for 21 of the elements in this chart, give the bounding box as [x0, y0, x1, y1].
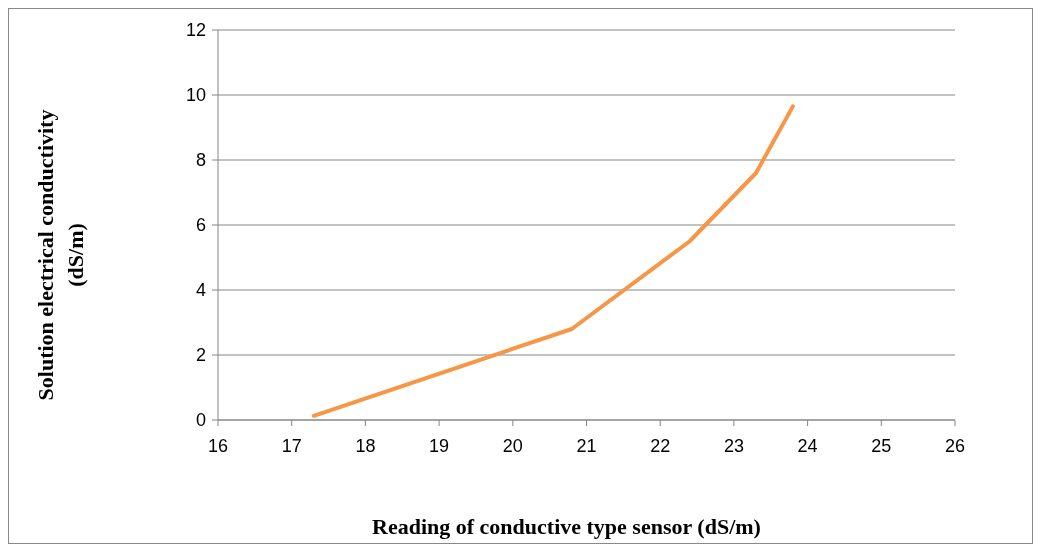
- x-tick-label: 23: [723, 436, 744, 456]
- x-tick-label: 25: [871, 436, 892, 456]
- y-tick-label: 8: [195, 150, 206, 171]
- y-axis-title: Solution electrical conductivity (dS/m): [33, 109, 88, 401]
- y-tick-label: 12: [185, 20, 206, 41]
- x-tick-label: 20: [502, 436, 523, 456]
- x-tick-label: 24: [797, 436, 818, 456]
- x-tick-label: 16: [207, 436, 229, 456]
- y-tick-label: 4: [195, 280, 206, 301]
- x-tick-label: 17: [281, 436, 302, 456]
- y-tick-label: 0: [195, 410, 206, 431]
- line-series: [311, 104, 795, 418]
- x-tick-label: 22: [650, 436, 671, 456]
- x-tick-label: 19: [429, 436, 450, 456]
- x-tick-label: 26: [944, 436, 966, 456]
- x-axis-title: Reading of conductive type sensor (dS/m): [372, 514, 761, 539]
- y-tick-label: 6: [195, 215, 206, 236]
- y-tick-label: 2: [195, 345, 206, 366]
- x-tick-label: 21: [576, 436, 597, 456]
- y-tick-label: 10: [185, 85, 206, 106]
- x-tick-label: 18: [355, 436, 376, 456]
